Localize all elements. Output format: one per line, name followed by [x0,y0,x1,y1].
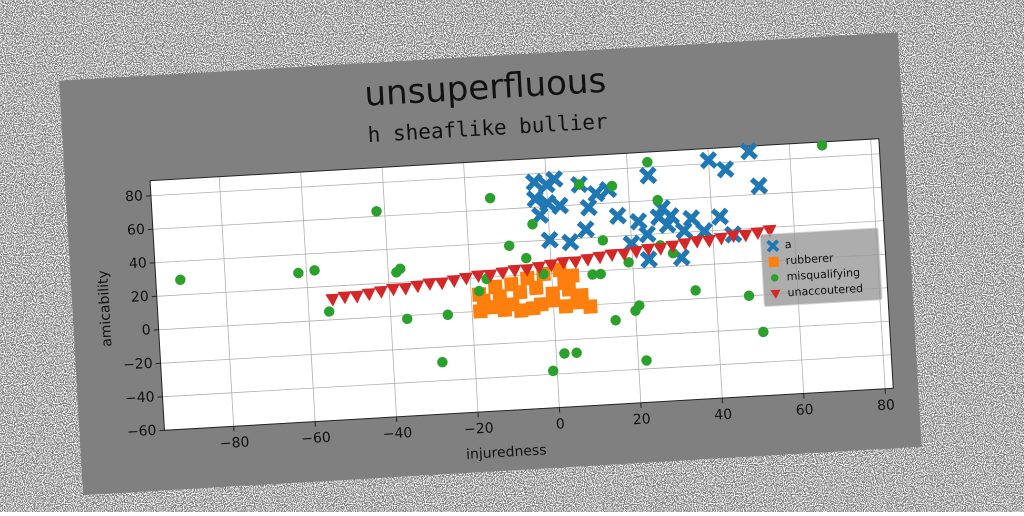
x-tick-label: 40 [714,407,733,424]
x-tick-label: −60 [301,430,331,448]
y-tick-label: −60 [127,423,157,441]
y-tick-label: −40 [125,389,155,407]
point [574,288,589,303]
x-tick-label: −80 [219,434,249,452]
y-tick-label: 20 [130,289,149,306]
y-tick-label: 60 [127,222,146,239]
point [504,277,519,292]
x-tick-label: −20 [464,420,494,438]
y-tick-label: 0 [141,322,151,338]
legend-label: rubberer [785,251,834,267]
y-tick-label: 40 [129,255,148,272]
point [557,275,572,290]
legend-label: a [784,238,791,251]
figure: unsuperfluous h sheaflike bullier injure… [59,32,921,495]
x-tick-label: −40 [382,425,412,443]
x-tick-label: 60 [795,402,814,419]
x-tick-label: 0 [555,416,565,432]
x-tick-label: 20 [632,411,651,428]
y-tick-label: 80 [125,188,144,205]
x-tick-label: 80 [877,397,896,414]
y-tick-label: −20 [123,356,153,374]
legend-marker [768,257,779,268]
